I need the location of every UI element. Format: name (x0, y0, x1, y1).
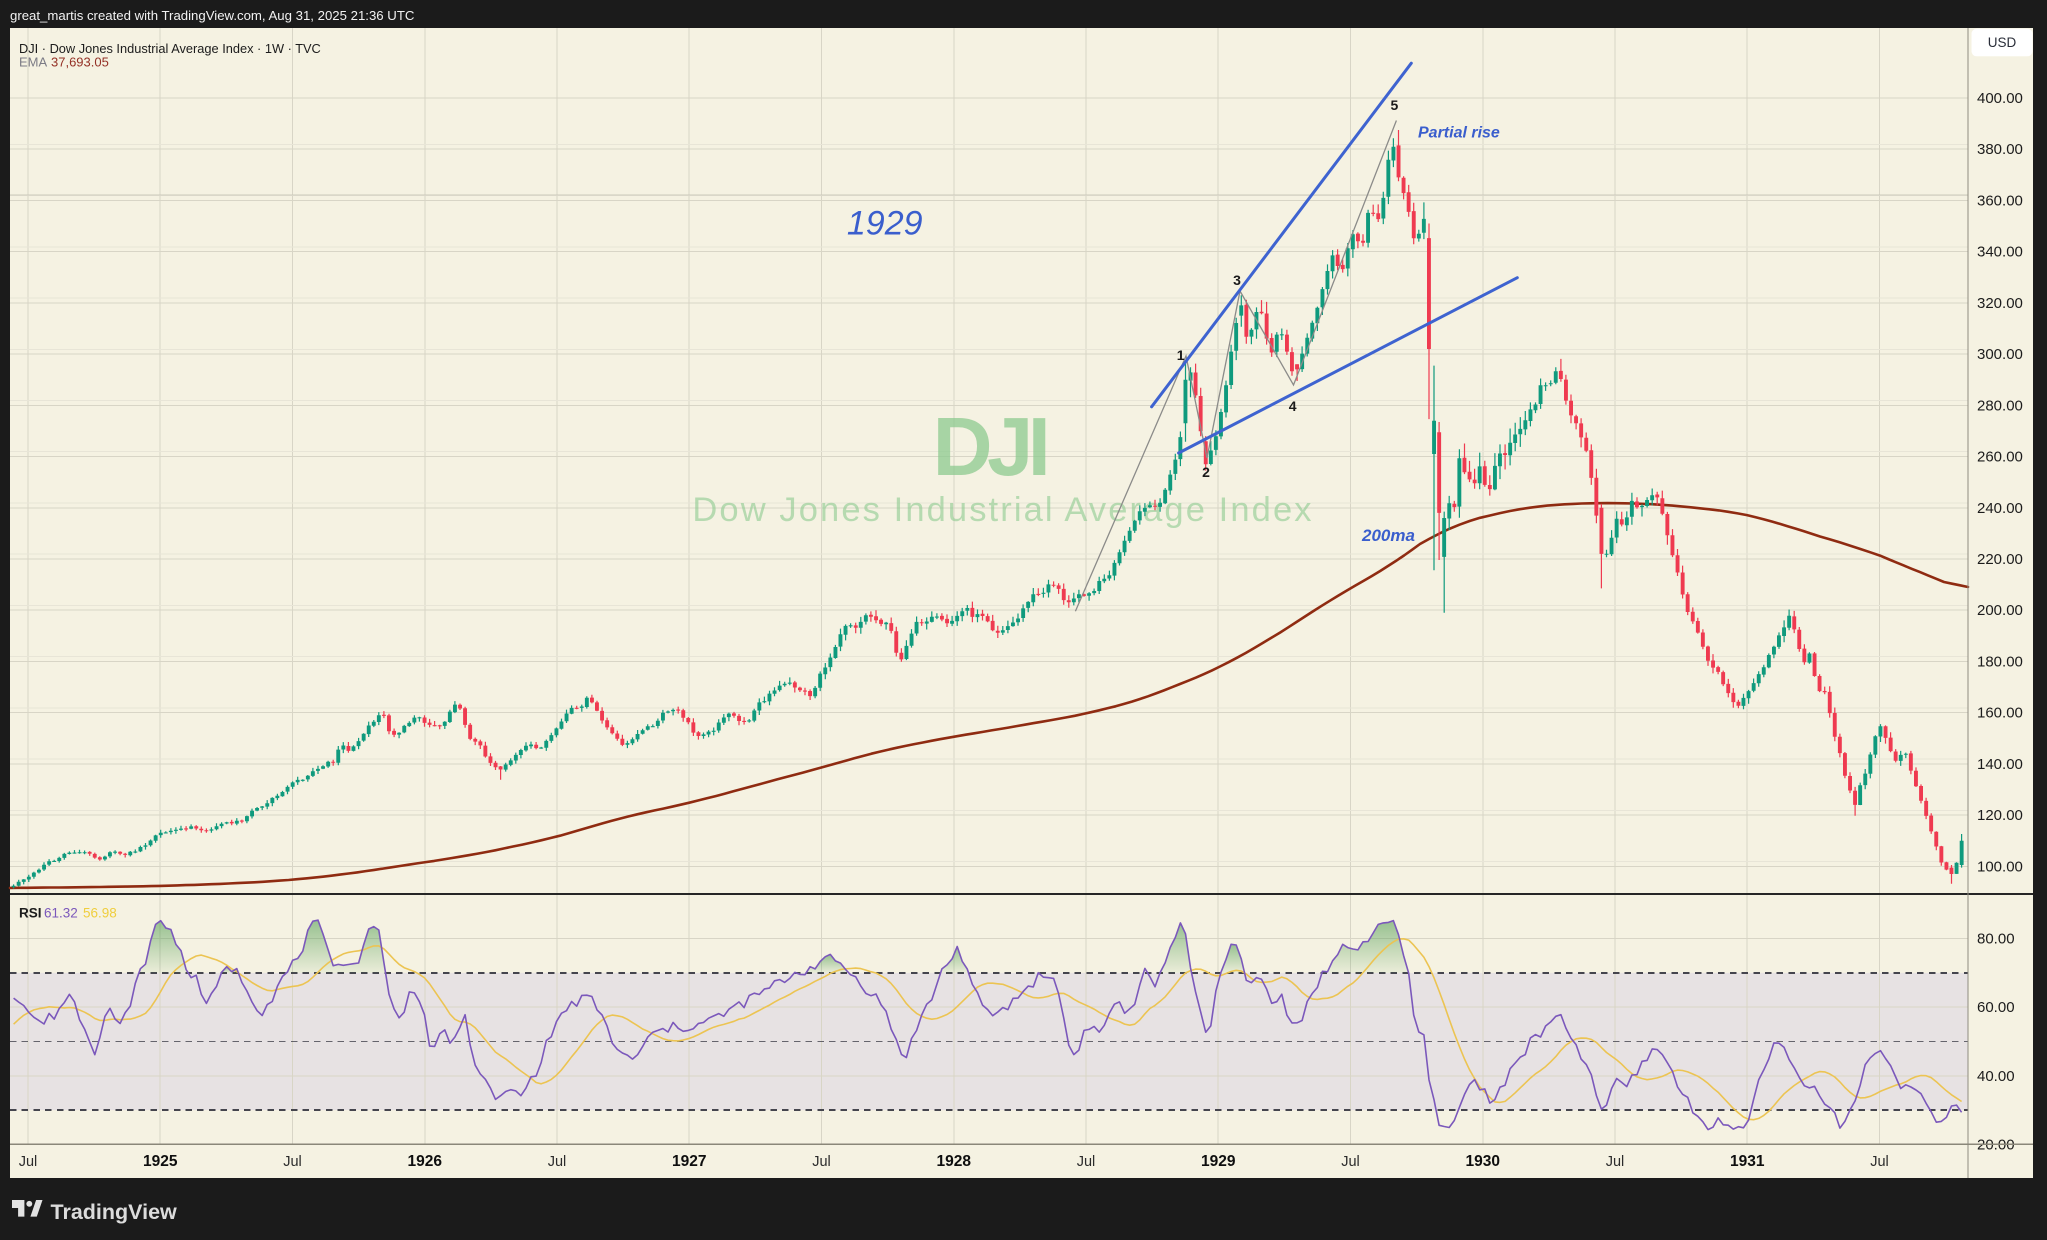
svg-text:1927: 1927 (672, 1153, 706, 1170)
svg-text:EMA: EMA (19, 55, 48, 70)
svg-text:56.98: 56.98 (83, 906, 117, 921)
svg-text:60.00: 60.00 (1977, 999, 2015, 1016)
svg-text:180.00: 180.00 (1977, 653, 2023, 670)
svg-text:61.32: 61.32 (44, 906, 78, 921)
svg-text:220.00: 220.00 (1977, 551, 2023, 568)
svg-text:RSI: RSI (19, 906, 42, 921)
svg-text:340.00: 340.00 (1977, 244, 2023, 261)
svg-text:Jul: Jul (812, 1154, 831, 1170)
svg-text:380.00: 380.00 (1977, 141, 2023, 158)
svg-text:240.00: 240.00 (1977, 500, 2023, 517)
svg-text:5: 5 (1391, 97, 1399, 113)
svg-text:300.00: 300.00 (1977, 346, 2023, 363)
svg-text:160.00: 160.00 (1977, 705, 2023, 722)
svg-text:1925: 1925 (143, 1153, 178, 1170)
svg-text:Dow Jones Industrial Average I: Dow Jones Industrial Average Index (692, 491, 1313, 529)
svg-text:1929: 1929 (847, 205, 923, 243)
svg-text:Jul: Jul (1077, 1154, 1096, 1170)
svg-text:great_martis created with Trad: great_martis created with TradingView.co… (10, 8, 415, 23)
svg-text:37,693.05: 37,693.05 (51, 55, 109, 70)
svg-text:3: 3 (1233, 272, 1241, 288)
svg-text:1931: 1931 (1730, 1153, 1765, 1170)
svg-text:1928: 1928 (937, 1153, 972, 1170)
svg-text:120.00: 120.00 (1977, 807, 2023, 824)
svg-text:400.00: 400.00 (1977, 90, 2023, 107)
svg-text:100.00: 100.00 (1977, 858, 2023, 875)
svg-text:1929: 1929 (1201, 1153, 1236, 1170)
svg-text:1926: 1926 (408, 1153, 443, 1170)
svg-text:1: 1 (1177, 347, 1185, 363)
svg-text:1930: 1930 (1466, 1153, 1500, 1170)
svg-text:Partial rise: Partial rise (1418, 125, 1500, 142)
svg-text:Jul: Jul (1606, 1154, 1625, 1170)
svg-text:260.00: 260.00 (1977, 449, 2023, 466)
svg-text:140.00: 140.00 (1977, 756, 2023, 773)
svg-text:360.00: 360.00 (1977, 192, 2023, 209)
svg-text:80.00: 80.00 (1977, 931, 2015, 948)
svg-text:DJI · Dow Jones Industrial Ave: DJI · Dow Jones Industrial Average Index… (19, 41, 321, 56)
svg-text:DJI: DJI (933, 400, 1046, 493)
svg-text:TradingView: TradingView (51, 1200, 178, 1224)
svg-text:4: 4 (1289, 398, 1297, 414)
svg-text:Jul: Jul (283, 1154, 302, 1170)
svg-text:2: 2 (1202, 464, 1210, 480)
svg-text:Jul: Jul (548, 1154, 567, 1170)
svg-text:320.00: 320.00 (1977, 295, 2023, 312)
svg-text:Jul: Jul (1341, 1154, 1360, 1170)
svg-text:Jul: Jul (19, 1154, 38, 1170)
svg-text:200.00: 200.00 (1977, 602, 2023, 619)
svg-text:40.00: 40.00 (1977, 1068, 2015, 1085)
svg-text:280.00: 280.00 (1977, 397, 2023, 414)
svg-text:USD: USD (1988, 35, 2017, 50)
svg-text:Jul: Jul (1870, 1154, 1889, 1170)
svg-text:200ma: 200ma (1361, 526, 1415, 545)
